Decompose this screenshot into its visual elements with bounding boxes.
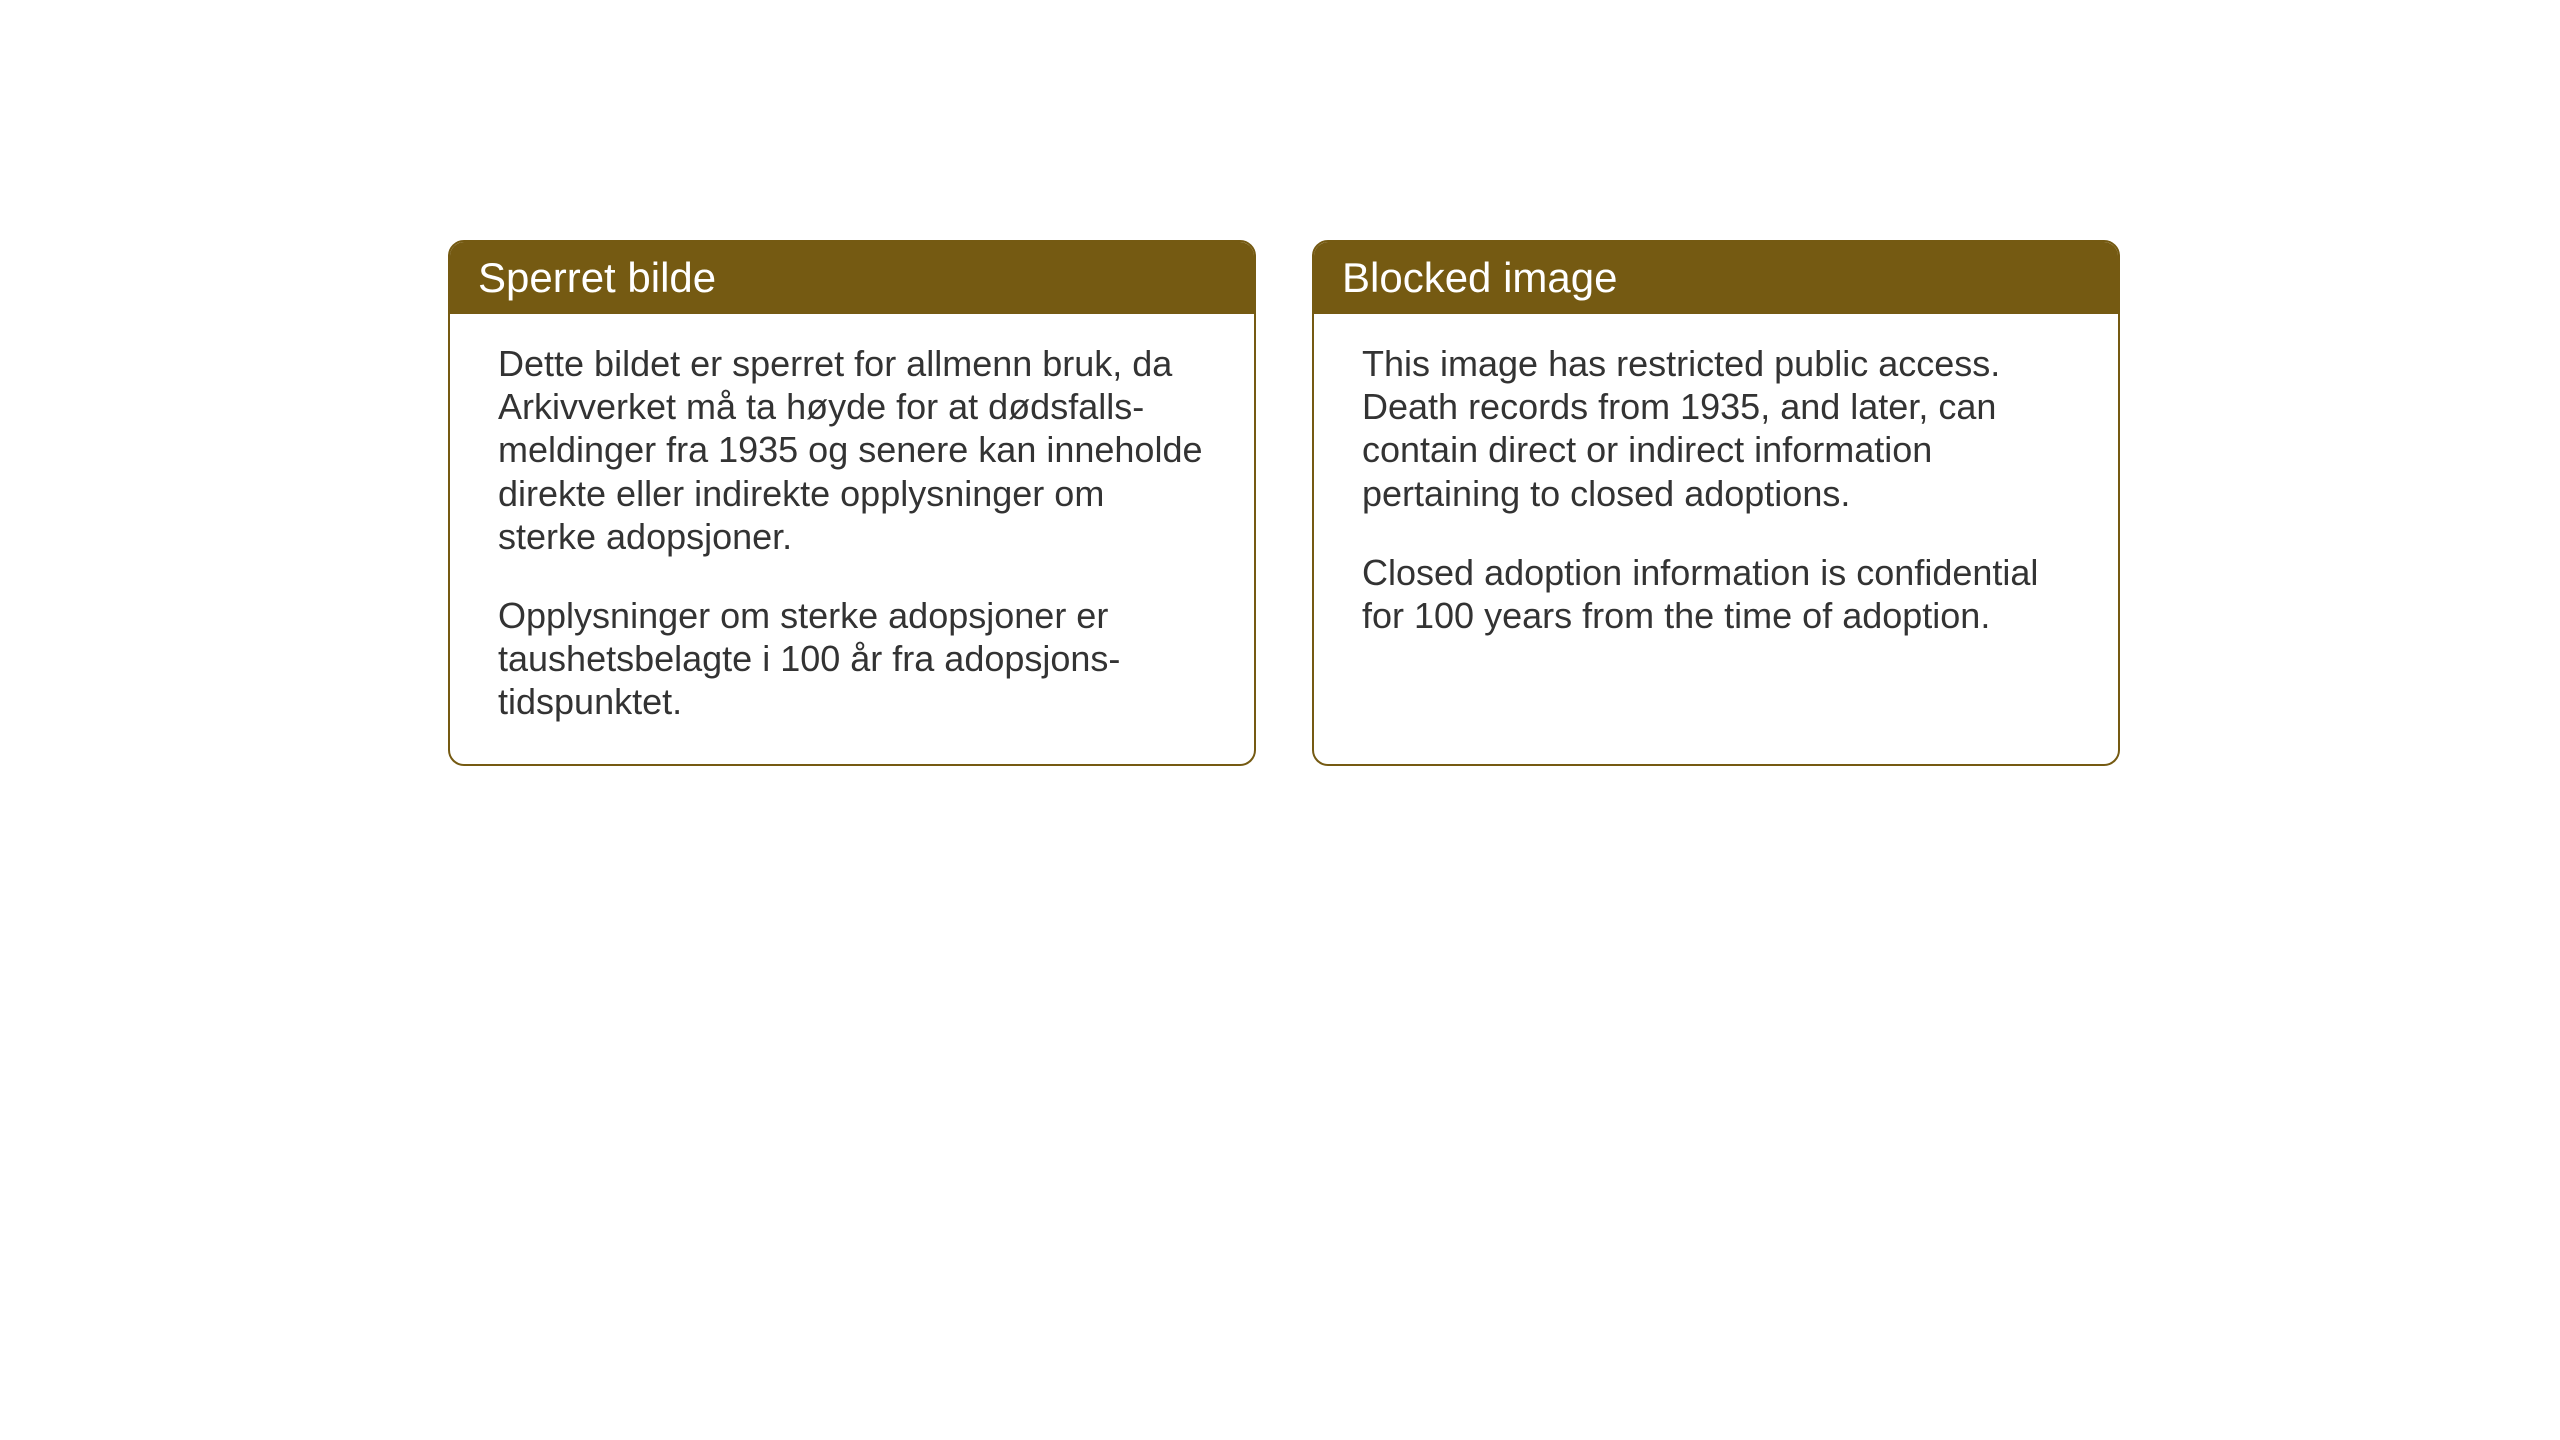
card-body-english: This image has restricted public access.… [1314, 314, 2118, 677]
card-title-english: Blocked image [1342, 254, 1617, 301]
notice-card-norwegian: Sperret bilde Dette bildet er sperret fo… [448, 240, 1256, 766]
notice-card-english: Blocked image This image has restricted … [1312, 240, 2120, 766]
notice-container: Sperret bilde Dette bildet er sperret fo… [448, 240, 2120, 766]
paragraph-2-english: Closed adoption information is confident… [1362, 551, 2070, 637]
paragraph-1-english: This image has restricted public access.… [1362, 342, 2070, 515]
card-header-english: Blocked image [1314, 242, 2118, 314]
paragraph-2-norwegian: Opplysninger om sterke adopsjoner er tau… [498, 594, 1206, 724]
card-title-norwegian: Sperret bilde [478, 254, 716, 301]
card-header-norwegian: Sperret bilde [450, 242, 1254, 314]
card-body-norwegian: Dette bildet er sperret for allmenn bruk… [450, 314, 1254, 764]
paragraph-1-norwegian: Dette bildet er sperret for allmenn bruk… [498, 342, 1206, 558]
